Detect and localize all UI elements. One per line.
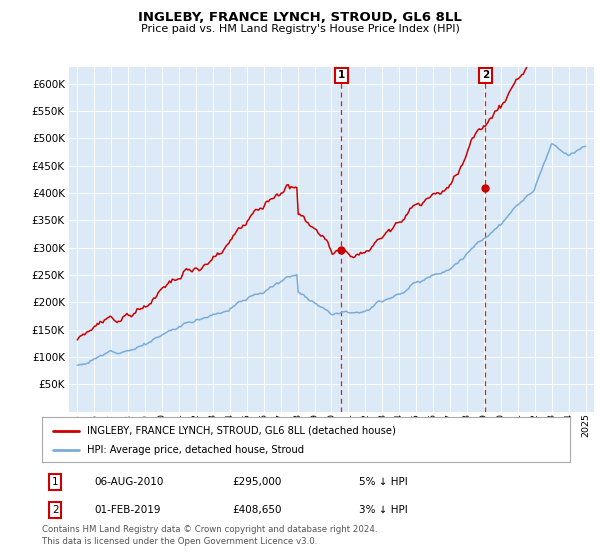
Text: £408,650: £408,650 (232, 505, 281, 515)
Text: 3% ↓ HPI: 3% ↓ HPI (359, 505, 407, 515)
Text: 01-FEB-2019: 01-FEB-2019 (95, 505, 161, 515)
Text: 06-AUG-2010: 06-AUG-2010 (95, 477, 164, 487)
Text: Contains HM Land Registry data © Crown copyright and database right 2024.
This d: Contains HM Land Registry data © Crown c… (42, 525, 377, 545)
Text: 5% ↓ HPI: 5% ↓ HPI (359, 477, 407, 487)
Text: 1: 1 (52, 477, 59, 487)
Text: 2: 2 (482, 71, 489, 81)
Text: HPI: Average price, detached house, Stroud: HPI: Average price, detached house, Stro… (87, 445, 304, 455)
Text: £295,000: £295,000 (232, 477, 281, 487)
Text: INGLEBY, FRANCE LYNCH, STROUD, GL6 8LL: INGLEBY, FRANCE LYNCH, STROUD, GL6 8LL (138, 11, 462, 24)
Text: 2: 2 (52, 505, 59, 515)
Text: 1: 1 (338, 71, 345, 81)
Text: Price paid vs. HM Land Registry's House Price Index (HPI): Price paid vs. HM Land Registry's House … (140, 24, 460, 34)
Text: INGLEBY, FRANCE LYNCH, STROUD, GL6 8LL (detached house): INGLEBY, FRANCE LYNCH, STROUD, GL6 8LL (… (87, 426, 396, 436)
